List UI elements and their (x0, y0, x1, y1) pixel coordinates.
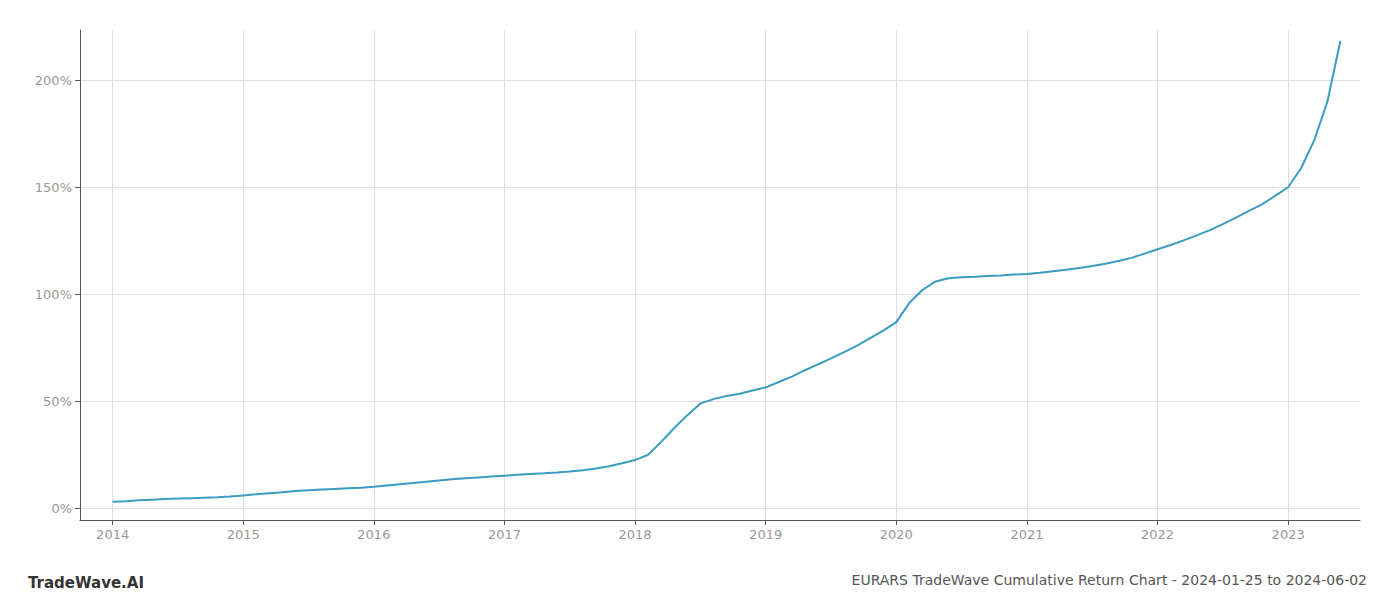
svg-text:2018: 2018 (619, 527, 652, 542)
svg-text:2016: 2016 (357, 527, 390, 542)
svg-text:0%: 0% (51, 501, 72, 516)
svg-text:EURARS TradeWave Cumulative Re: EURARS TradeWave Cumulative Return Chart… (852, 572, 1367, 588)
svg-text:200%: 200% (35, 73, 72, 88)
svg-text:TradeWave.AI: TradeWave.AI (28, 574, 144, 592)
svg-text:2020: 2020 (880, 527, 913, 542)
svg-text:2019: 2019 (749, 527, 782, 542)
svg-text:2022: 2022 (1141, 527, 1174, 542)
svg-text:2015: 2015 (227, 527, 260, 542)
svg-text:150%: 150% (35, 180, 72, 195)
svg-text:2017: 2017 (488, 527, 521, 542)
svg-text:2014: 2014 (96, 527, 129, 542)
svg-text:50%: 50% (43, 394, 72, 409)
svg-text:2023: 2023 (1272, 527, 1305, 542)
svg-text:2021: 2021 (1010, 527, 1043, 542)
svg-text:100%: 100% (35, 287, 72, 302)
